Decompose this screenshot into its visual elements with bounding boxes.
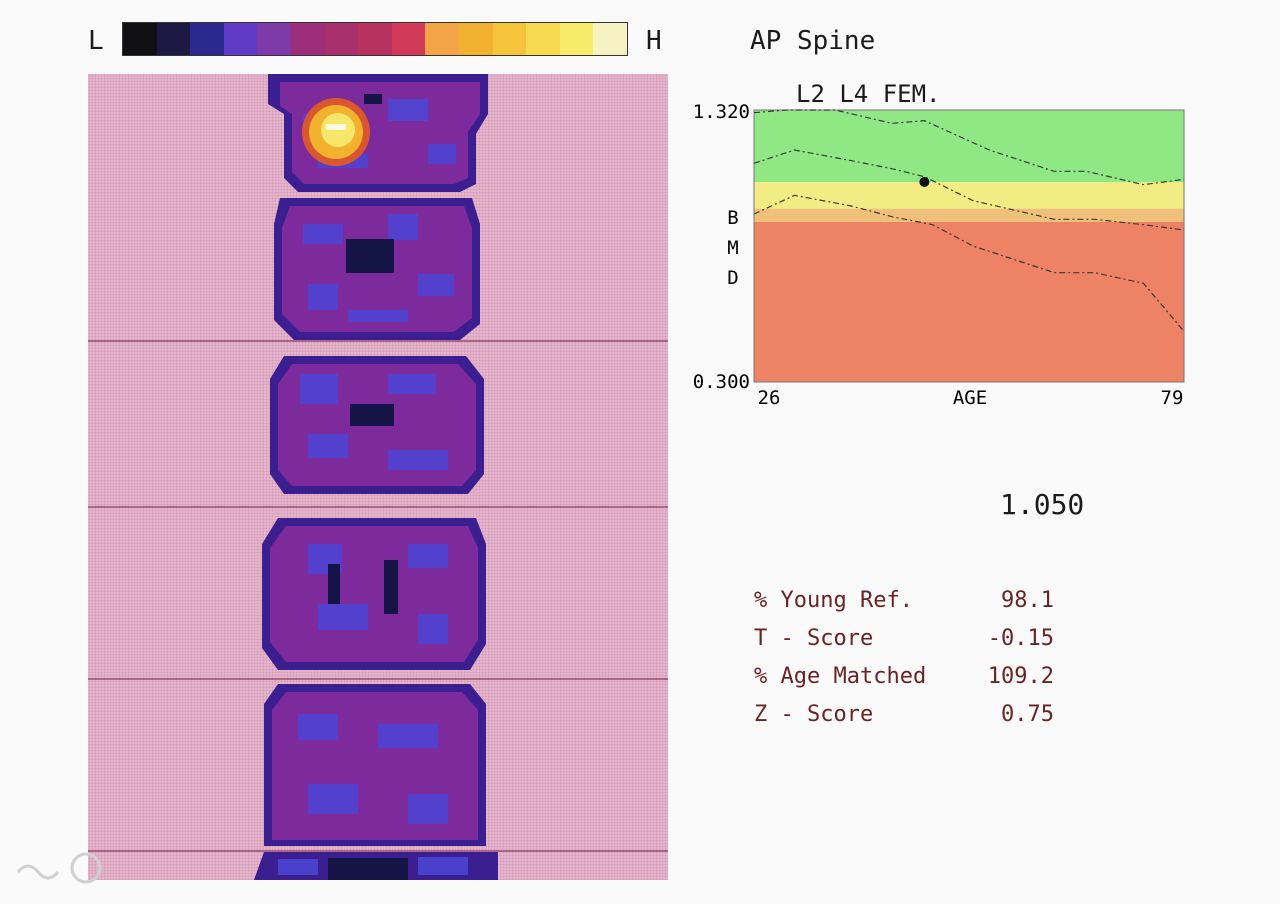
region-title: AP Spine	[750, 26, 876, 56]
color-scale-segment	[123, 23, 157, 55]
result-row: T - Score -0.15	[754, 626, 1074, 664]
y-axis-label-char: M	[727, 237, 738, 259]
t-score-label: T - Score	[754, 626, 874, 651]
color-scale-bar	[122, 22, 628, 56]
bmd-age-chart: 1.320 0.300 B M D 26 AGE 79	[693, 101, 1185, 409]
y-tick-min: 0.300	[693, 371, 750, 393]
color-scale-segment	[290, 23, 325, 55]
chart-zone	[754, 208, 1184, 222]
color-scale-segment	[425, 23, 459, 55]
bmd-value: 1.050	[1000, 488, 1085, 521]
color-scale-segment	[190, 23, 224, 55]
z-score-value: 0.75	[1001, 702, 1054, 727]
young-ref-value: 98.1	[1001, 588, 1054, 613]
color-scale-low-label: L	[88, 26, 104, 56]
chart-zone	[754, 222, 1184, 382]
color-scale-high-label: H	[646, 26, 662, 56]
reference-curves	[753, 109, 1185, 332]
reference-curve-line	[753, 149, 1185, 231]
chart-zone	[754, 110, 1184, 182]
x-tick-max: 79	[1161, 387, 1184, 409]
color-scale-segment	[257, 23, 291, 55]
y-tick-max: 1.320	[693, 101, 750, 123]
age-matched-label: % Age Matched	[754, 664, 927, 689]
result-row: % Young Ref. 98.1	[754, 588, 1074, 626]
color-scale-segment	[324, 23, 359, 55]
color-scale-segment	[526, 23, 560, 55]
reference-curve-line	[753, 109, 1185, 186]
result-row: Z - Score 0.75	[754, 702, 1074, 740]
z-score-label: Z - Score	[754, 702, 874, 727]
chart-title: L2 L4 FEM.	[796, 80, 941, 108]
patient-data-point	[919, 177, 930, 187]
color-scale-segment	[593, 23, 627, 55]
color-scale-segment	[559, 23, 594, 55]
spine-scan-image	[88, 74, 668, 880]
results-table: % Young Ref. 98.1 T - Score -0.15 % Age …	[754, 588, 1074, 740]
color-scale-segment	[391, 23, 426, 55]
color-scale-segment	[156, 23, 191, 55]
young-ref-label: % Young Ref.	[754, 588, 913, 613]
color-scale-segment	[458, 23, 493, 55]
watermark-logo	[12, 848, 102, 892]
chart-zone	[754, 182, 1184, 209]
color-scale-segment	[358, 23, 392, 55]
y-axis-label-char: B	[727, 207, 738, 229]
y-axis-label-char: D	[727, 267, 738, 289]
result-row: % Age Matched 109.2	[754, 664, 1074, 702]
age-matched-value: 109.2	[987, 664, 1054, 689]
x-axis-label: AGE	[953, 387, 987, 409]
x-tick-min: 26	[758, 387, 781, 409]
reference-curve-line	[753, 194, 1185, 332]
color-scale-segment	[492, 23, 527, 55]
color-scale-segment	[223, 23, 258, 55]
reference-zones	[754, 110, 1184, 382]
t-score-value: -0.15	[987, 626, 1054, 651]
